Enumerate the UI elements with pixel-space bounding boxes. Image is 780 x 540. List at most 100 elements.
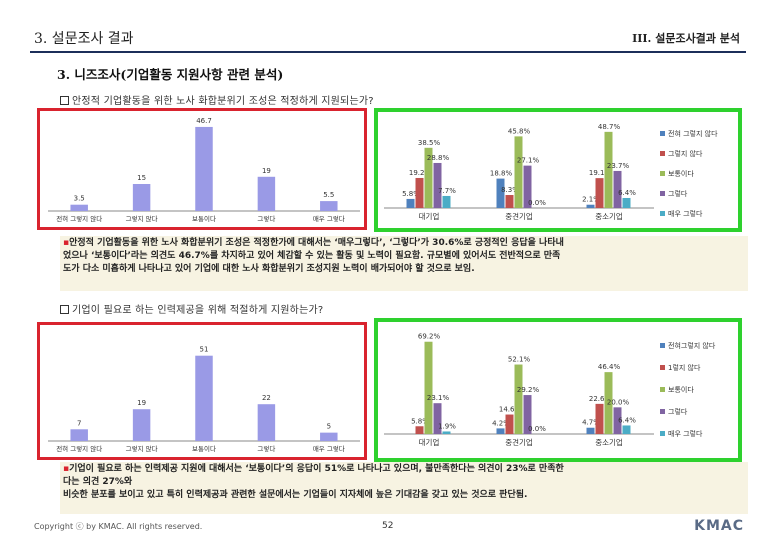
tick-label: 그렇지 않다	[126, 214, 158, 223]
bar	[496, 178, 505, 208]
bar	[613, 407, 622, 434]
chart-2: 5.8% 19.2% 38.5% 28.8% 7.7% 대기업 18.8% 8.3% 45.8%…	[384, 123, 718, 221]
bar	[595, 403, 604, 434]
summary-2: ▪기업이 필요로 하는 인력제공 지원에 대해서는 ‘보통이다’의 응답이 51…	[60, 462, 748, 514]
bar	[132, 184, 151, 211]
bar	[442, 431, 451, 434]
summary-1-line-1: 안정적 기업활동을 위한 노사 화합분위기 조성은 적정한가에 대해서는 ‘매우…	[69, 238, 564, 248]
tick-label: 전혀 그렇지 않다	[56, 214, 102, 223]
chart-4: 5.8% 69.2% 23.1% 1.9% 대기업 4.2% 14.6% 52.1% 29.2%…	[384, 333, 716, 447]
bullet-icon: ▪	[63, 464, 70, 474]
bar	[622, 425, 631, 434]
bar	[70, 429, 88, 441]
bar	[406, 198, 415, 208]
bar	[514, 136, 523, 208]
data-label: 19.1%	[589, 169, 612, 177]
chart-3: 7 전혀 그렇지 않다 19 그렇지 않다 51 보통이다 22 그렇다 5 매우 그렇다	[48, 346, 360, 453]
bar	[433, 162, 442, 208]
tick-label: 대기업	[419, 212, 440, 221]
bar	[257, 176, 276, 211]
data-label: 5.8%	[402, 190, 420, 198]
section-title: 3. 니즈조사(기업활동 지원사항 관련 분석)	[57, 67, 284, 82]
data-label: 18.8%	[490, 170, 513, 178]
tick-label: 그렇지 않다	[126, 444, 158, 453]
summary-1: ▪안정적 기업활동을 위한 노사 화합분위기 조성은 적정한가에 대해서는 ‘매…	[60, 236, 748, 291]
legend-swatch	[660, 131, 665, 136]
question-1: 안정적 기업활동을 위한 노사 화합분위기 조성은 적정하게 지원되는가?	[60, 92, 374, 107]
data-label: 7.7%	[438, 187, 456, 195]
data-label: 52.1%	[508, 356, 531, 364]
question-2-text: 기업이 필요로 하는 인력제공을 위해 적절하게 지원하는가?	[72, 305, 324, 316]
data-label: 45.8%	[508, 127, 531, 135]
summary-2-line-3: 비슷한 분포를 보이고 있고 특히 인력제공과 관련한 설문에서는 기업들이 지…	[63, 490, 528, 500]
legend-label: 매우 그렇다	[668, 209, 703, 218]
tick-label: 중견기업	[505, 211, 533, 221]
data-label: 7	[77, 419, 81, 427]
tick-label: 중견기업	[505, 437, 533, 447]
legend-label: 보통이다	[668, 169, 694, 178]
data-label: 15	[137, 174, 146, 182]
data-label: 22	[262, 394, 271, 402]
chart-1-frame: 3.5 전혀 그렇지 않다 15 그렇지 않다 46.7 보통이다 19 그렇다 5.5 매우 그…	[37, 108, 367, 230]
data-label: 0.0%	[528, 425, 546, 433]
tick-label: 그렇다	[257, 214, 275, 223]
data-label: 19	[137, 399, 146, 407]
data-label: 28.8%	[427, 154, 450, 162]
bar	[595, 178, 604, 208]
bar	[132, 409, 151, 441]
legend-label: 매우 그렇다	[668, 429, 703, 438]
summary-2-line-2: 다는 의견 27%와	[63, 477, 133, 487]
legend-swatch	[660, 211, 665, 216]
checkbox-icon	[60, 305, 69, 314]
data-label: 48.7%	[598, 123, 621, 131]
bar	[415, 426, 424, 434]
bar	[514, 364, 523, 434]
data-label: 6.4%	[618, 416, 636, 424]
bar	[320, 432, 338, 441]
bar	[586, 427, 595, 434]
summary-2-line-1: 기업이 필요로 하는 인력제공 지원에 대해서는 ‘보통이다’의 응답이 51%…	[69, 464, 564, 474]
data-label: 0.0%	[528, 199, 546, 207]
data-label: 20.0%	[607, 398, 630, 406]
data-label: 3.5	[74, 195, 85, 203]
data-label: 14.6%	[499, 406, 522, 414]
question-2: 기업이 필요로 하는 인력제공을 위해 적절하게 지원하는가?	[60, 301, 323, 316]
data-label: 23.1%	[427, 394, 450, 402]
data-label: 2.1%	[582, 196, 600, 204]
chart-3-frame: 7 전혀 그렇지 않다 19 그렇지 않다 51 보통이다 22 그렇다 5 매우 그렇다	[37, 322, 367, 460]
data-label: 29.2%	[517, 386, 540, 394]
bar	[604, 131, 613, 208]
data-label: 38.5%	[418, 139, 441, 147]
data-label: 5	[327, 423, 331, 431]
tick-label: 중소기업	[595, 212, 623, 221]
legend-label: 보통이다	[668, 385, 694, 394]
legend-swatch	[660, 365, 665, 370]
summary-1-line-2: 었으나 ‘보통이다’라는 의견도 46.7%를 차지하고 있어 체감할 수 있는…	[63, 251, 561, 261]
data-label: 4.7%	[582, 419, 600, 427]
chart-4-frame: 5.8% 69.2% 23.1% 1.9% 대기업 4.2% 14.6% 52.1% 29.2%…	[374, 318, 742, 462]
data-label: 46.7	[196, 117, 212, 125]
bar	[496, 428, 505, 434]
bar	[613, 170, 622, 208]
data-label: 8.3%	[501, 186, 519, 194]
bar	[70, 204, 88, 211]
legend-swatch	[660, 431, 665, 436]
data-label: 5.8%	[411, 417, 429, 425]
data-label: 1.9%	[438, 422, 456, 430]
bar	[195, 126, 213, 211]
bar	[415, 177, 424, 208]
data-label: 6.4%	[618, 189, 636, 197]
question-1-text: 안정적 기업활동을 위한 노사 화합분위기 조성은 적정하게 지원되는가?	[72, 96, 374, 107]
bar	[257, 404, 276, 441]
bar	[604, 372, 613, 434]
checkbox-icon	[60, 96, 69, 105]
tick-label: 매우 그렇다	[313, 214, 345, 223]
legend-swatch	[660, 191, 665, 196]
legend-swatch	[660, 387, 665, 392]
bar	[505, 195, 514, 208]
page-number: 52	[382, 521, 394, 531]
legend-label: 전혀그렇지 않다	[668, 341, 716, 350]
data-label: 5.5	[323, 191, 334, 199]
tick-label: 보통이다	[192, 444, 216, 453]
page-header-section: III. 설문조사결과 분석	[632, 32, 740, 45]
